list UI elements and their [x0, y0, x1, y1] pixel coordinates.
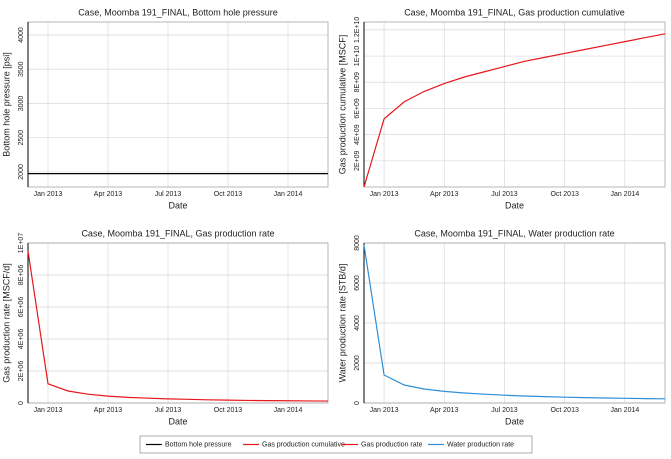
legend-text: Gas production rate	[361, 441, 423, 448]
x-tick-label: Apr 2013	[430, 407, 459, 414]
x-tick-label: Jan 2013	[34, 407, 63, 414]
y-tick-label: 2000	[18, 164, 25, 180]
x-tick-label: Oct 2013	[550, 191, 579, 198]
x-tick-label: Oct 2013	[214, 407, 243, 414]
x-tick-label: Oct 2013	[214, 191, 243, 198]
y-tick-label: 4E+09	[354, 124, 361, 145]
x-tick-label: Apr 2013	[430, 191, 459, 198]
x-axis-label: Date	[505, 200, 524, 210]
legend-text: Bottom hole pressure	[165, 441, 232, 448]
y-axis-label: Gas production cumulative [MSCF]	[337, 35, 347, 175]
y-tick-label: 3000	[18, 96, 25, 112]
y-tick-label: 4000	[354, 315, 361, 331]
y-tick-label: 4000	[18, 27, 25, 43]
x-tick-label: Jan 2013	[370, 407, 399, 414]
x-axis-label: Date	[505, 416, 524, 426]
x-tick-label: Jul 2013	[491, 191, 518, 198]
y-tick-label: 0	[18, 401, 25, 405]
chart-title: Case, Moomba 191_FINAL, Water production…	[414, 228, 614, 238]
x-tick-label: Jan 2014	[610, 407, 639, 414]
series-line	[363, 33, 666, 188]
y-tick-label: 0	[354, 401, 361, 405]
y-tick-label: 6000	[354, 275, 361, 291]
x-tick-label: Jan 2013	[370, 191, 399, 198]
chart-title: Case, Moomba 191_FINAL, Bottom hole pres…	[78, 7, 278, 17]
x-tick-label: Apr 2013	[94, 407, 123, 414]
x-tick-label: Jan 2014	[274, 407, 303, 414]
y-tick-label: 2500	[18, 130, 25, 146]
y-axis-label: Water production rate [STB/d]	[337, 264, 347, 383]
y-axis-label: Gas production rate [MSCF/d]	[1, 263, 11, 383]
legend-text: Gas production cumulative	[262, 441, 345, 448]
y-tick-label: 2000	[354, 355, 361, 371]
y-tick-label: 8E+06	[18, 265, 25, 286]
y-tick-label: 1.2E+10	[354, 17, 361, 43]
x-axis-label: Date	[168, 416, 187, 426]
x-tick-label: Oct 2013	[550, 407, 579, 414]
y-tick-label: 2E+09	[354, 150, 361, 171]
legend-box	[139, 435, 533, 454]
plot-area	[28, 243, 328, 403]
y-tick-label: 1E+10	[354, 46, 361, 67]
x-tick-label: Jan 2013	[34, 191, 63, 198]
y-tick-label: 8E+09	[354, 72, 361, 93]
y-tick-label: 6E+06	[18, 297, 25, 318]
y-tick-label: 2E+06	[18, 361, 25, 382]
x-tick-label: Jul 2013	[491, 407, 518, 414]
plot-area	[28, 22, 328, 187]
y-tick-label: 4E+06	[18, 329, 25, 350]
series-line	[27, 250, 329, 402]
x-tick-label: Jan 2014	[274, 191, 303, 198]
x-tick-label: Jan 2014	[610, 191, 639, 198]
y-axis-label: Bottom hole pressure [psi]	[1, 52, 11, 157]
chart-title: Case, Moomba 191_FINAL, Gas production c…	[404, 7, 625, 17]
plot-area	[364, 22, 665, 187]
x-tick-label: Jul 2013	[155, 191, 182, 198]
x-tick-label: Apr 2013	[94, 191, 123, 198]
y-tick-label: 6E+09	[354, 98, 361, 119]
y-tick-label: 3500	[18, 61, 25, 77]
x-tick-label: Jul 2013	[155, 407, 182, 414]
chart-title: Case, Moomba 191_FINAL, Gas production r…	[81, 228, 274, 238]
legend-text: Water production rate	[447, 441, 514, 448]
x-axis-label: Date	[168, 200, 187, 210]
series-line	[363, 244, 666, 400]
y-tick-label: 8000	[354, 235, 361, 251]
y-tick-label: 1E+07	[18, 233, 25, 254]
